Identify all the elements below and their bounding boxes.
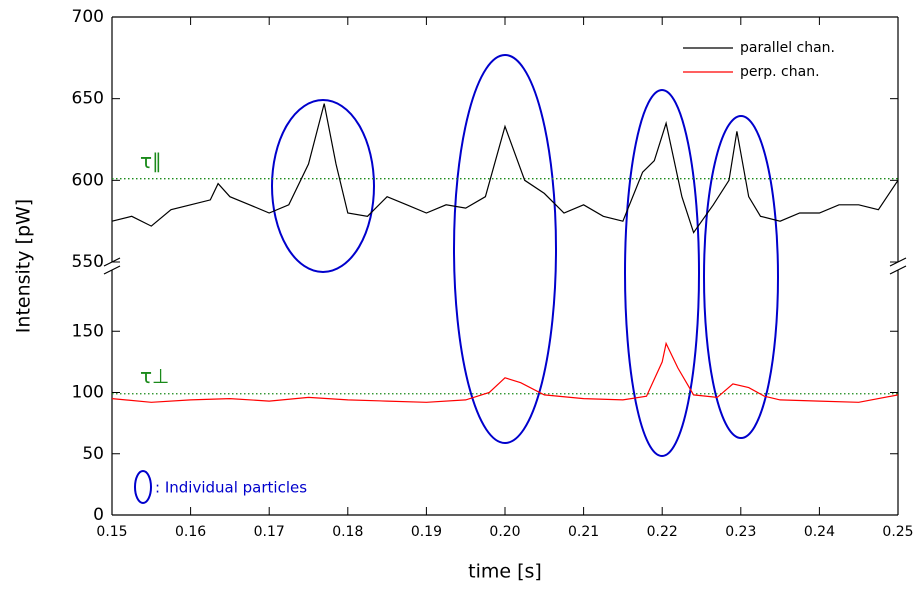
y-tick-label: 100	[72, 383, 104, 403]
series-line	[111, 103, 899, 234]
particle-ellipse	[453, 54, 557, 444]
y-tick-label: 550	[72, 252, 104, 272]
legend-label: parallel chan.	[740, 40, 835, 56]
x-axis-label: time [s]	[468, 561, 542, 583]
y-tick-label: 650	[72, 89, 104, 109]
legend-label: perp. chan.	[740, 64, 820, 80]
x-tick-label: 0.19	[411, 524, 442, 540]
y-tick-label: 700	[72, 7, 104, 27]
x-tick-label: 0.23	[725, 524, 756, 540]
x-tick-label: 0.24	[804, 524, 835, 540]
x-tick-label: 0.16	[175, 524, 206, 540]
y-tick-label: 600	[72, 170, 104, 190]
y-tick-label: 150	[72, 321, 104, 341]
x-tick-label: 0.21	[568, 524, 599, 540]
threshold-label: τ⊥	[140, 364, 169, 388]
x-tick-label: 0.20	[489, 524, 520, 540]
y-tick-label: 0	[93, 505, 104, 525]
axis-break	[889, 265, 907, 275]
x-tick-label: 0.17	[254, 524, 285, 540]
axis-break	[103, 265, 121, 275]
threshold-label: τ∥	[140, 149, 162, 173]
x-tick-label: 0.15	[96, 524, 127, 540]
particle-markers	[134, 54, 779, 504]
particle-ellipse	[703, 115, 779, 439]
x-tick-label: 0.22	[647, 524, 678, 540]
series-line	[111, 341, 899, 403]
annotation: : Individual particles	[155, 479, 307, 497]
particle-ellipse	[624, 89, 700, 457]
x-tick-label: 0.18	[332, 524, 363, 540]
x-tick-label: 0.25	[882, 524, 913, 540]
particle-ellipse	[271, 99, 375, 273]
legend-ellipse	[134, 470, 152, 504]
y-tick-label: 50	[82, 444, 104, 464]
y-axis-label: Intensity [pW]	[13, 199, 35, 333]
